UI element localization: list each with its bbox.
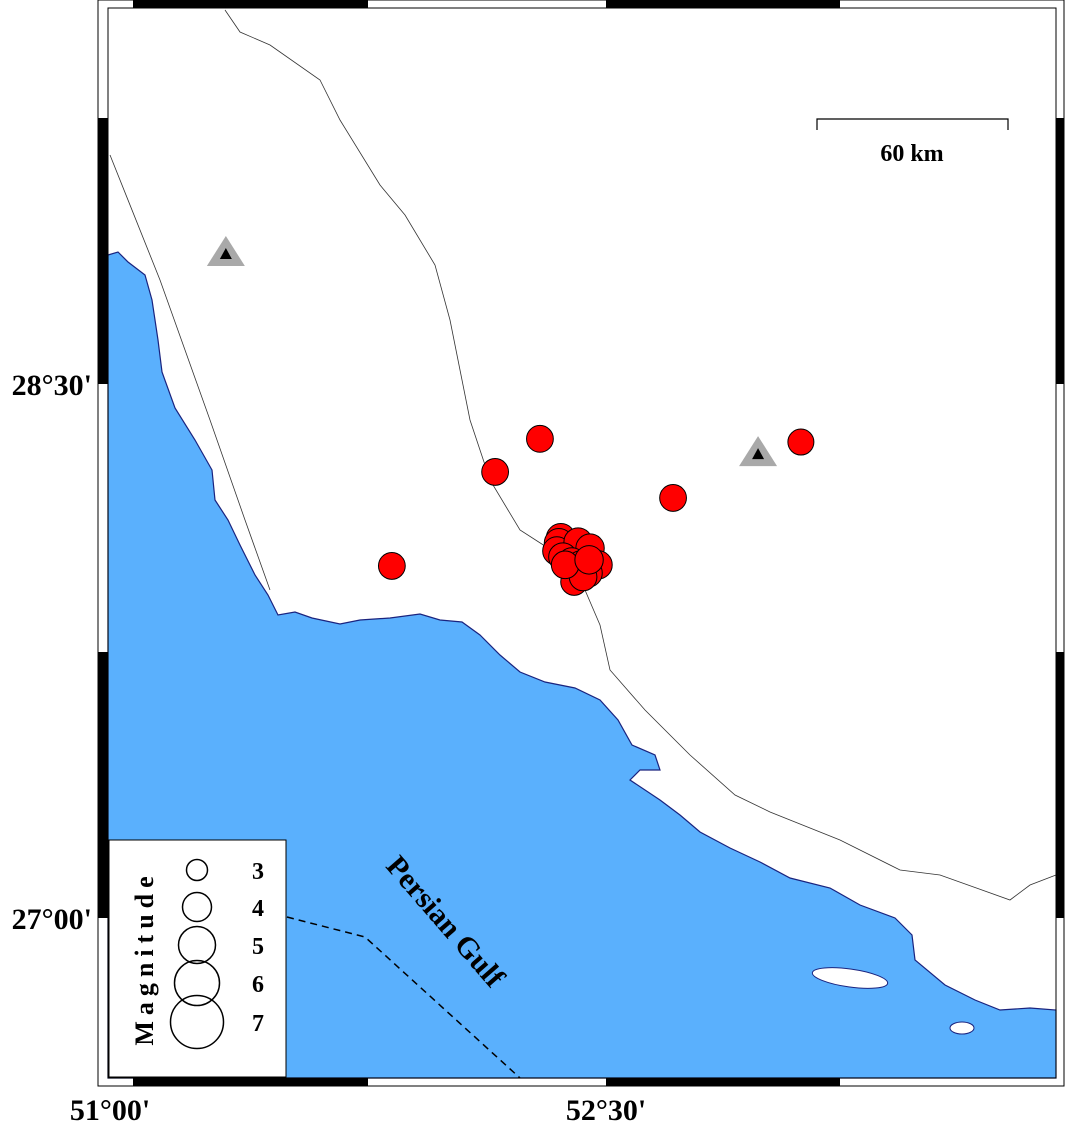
scale-bar-label: 60 km <box>880 141 943 167</box>
y-tick-label: 28°30' <box>12 369 92 402</box>
legend-circle <box>185 858 209 882</box>
x-tick-label: 51°00' <box>70 1094 150 1125</box>
maritime-boundary <box>286 916 521 1079</box>
earthquake-event <box>377 552 406 580</box>
sea-persian-gulf <box>107 251 1057 1079</box>
scale-bar <box>816 118 1009 130</box>
earthquake-event <box>550 550 580 580</box>
earthquake-event <box>574 545 604 575</box>
legend-title: Magnitude <box>130 870 159 1045</box>
earthquake-event <box>659 484 687 512</box>
legend-label: 4 <box>252 896 264 922</box>
legend-label: 3 <box>252 859 264 885</box>
island <box>949 1021 975 1035</box>
province-border <box>109 154 271 591</box>
earthquake-event <box>787 428 815 456</box>
island <box>811 967 889 989</box>
legend-circle <box>169 994 225 1050</box>
earthquake-event <box>526 424 554 453</box>
station-triangle-icon <box>739 436 778 467</box>
y-tick-label: 27°00' <box>12 903 92 936</box>
x-tick-label: 52°30' <box>566 1094 646 1125</box>
station-triangle-icon <box>206 235 245 266</box>
legend-circle <box>177 925 217 965</box>
legend-circle <box>181 891 213 923</box>
legend-label: 7 <box>252 1011 264 1037</box>
map-frame <box>97 0 1065 1087</box>
legend: Magnitude 3 4 5 6 7 <box>108 839 287 1078</box>
legend-circle <box>173 959 221 1007</box>
events-layer <box>377 424 815 596</box>
frame-ticks <box>98 0 1064 1086</box>
stations-layer <box>206 235 778 467</box>
earthquake-event <box>481 458 510 486</box>
legend-label: 5 <box>252 934 264 960</box>
legend-label: 6 <box>252 972 264 998</box>
